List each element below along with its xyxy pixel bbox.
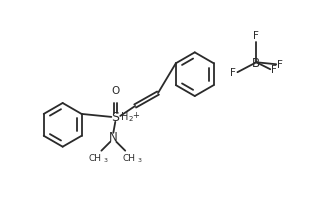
Text: B: B [252,56,260,69]
Text: F: F [230,68,236,78]
Text: O: O [111,86,120,96]
Text: CH: CH [89,153,102,162]
Text: +: + [132,111,139,120]
Text: H: H [121,111,128,121]
Text: CH: CH [123,153,136,162]
Text: F: F [277,60,283,70]
Text: 2: 2 [128,116,133,122]
Text: F: F [271,65,277,75]
Text: S: S [111,111,119,124]
Text: 3: 3 [103,157,107,162]
Text: N: N [109,131,118,144]
Text: F: F [253,31,259,41]
Text: 3: 3 [137,157,141,162]
